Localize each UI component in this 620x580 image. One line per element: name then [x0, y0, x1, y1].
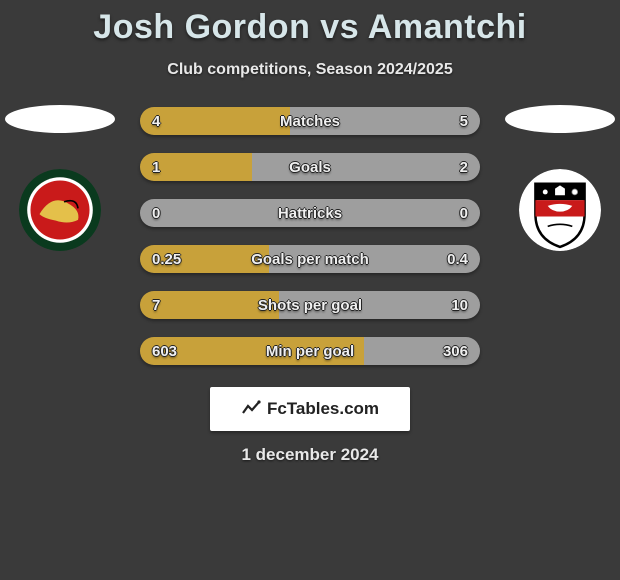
- player-left-avatar: [5, 105, 115, 133]
- stat-row: 12Goals: [140, 153, 480, 181]
- club-logo-right: [519, 169, 601, 251]
- club-logo-left: [19, 169, 101, 251]
- stat-row: 45Matches: [140, 107, 480, 135]
- stat-label: Goals per match: [140, 245, 480, 273]
- stat-label: Shots per goal: [140, 291, 480, 319]
- stat-row: 603306Min per goal: [140, 337, 480, 365]
- player-left-column: [0, 103, 120, 251]
- stat-label: Min per goal: [140, 337, 480, 365]
- player-right-avatar: [505, 105, 615, 133]
- footer-badge: FcTables.com: [210, 387, 410, 431]
- date-label: 1 december 2024: [0, 445, 620, 465]
- player-right-column: [500, 103, 620, 251]
- footer-logo-icon: [241, 399, 261, 419]
- stat-row: 710Shots per goal: [140, 291, 480, 319]
- footer-label: FcTables.com: [267, 399, 379, 419]
- page-title: Josh Gordon vs Amantchi: [0, 0, 620, 47]
- stats-list: 45Matches 12Goals 00Hattricks 0.250.4Goals …: [140, 103, 480, 365]
- stat-row: 00Hattricks: [140, 199, 480, 227]
- stat-label: Goals: [140, 153, 480, 181]
- stat-label: Hattricks: [140, 199, 480, 227]
- subtitle: Club competitions, Season 2024/2025: [0, 61, 620, 79]
- stat-label: Matches: [140, 107, 480, 135]
- comparison-area: 45Matches 12Goals 00Hattricks 0.250.4Goals …: [0, 103, 620, 365]
- stat-row: 0.250.4Goals per match: [140, 245, 480, 273]
